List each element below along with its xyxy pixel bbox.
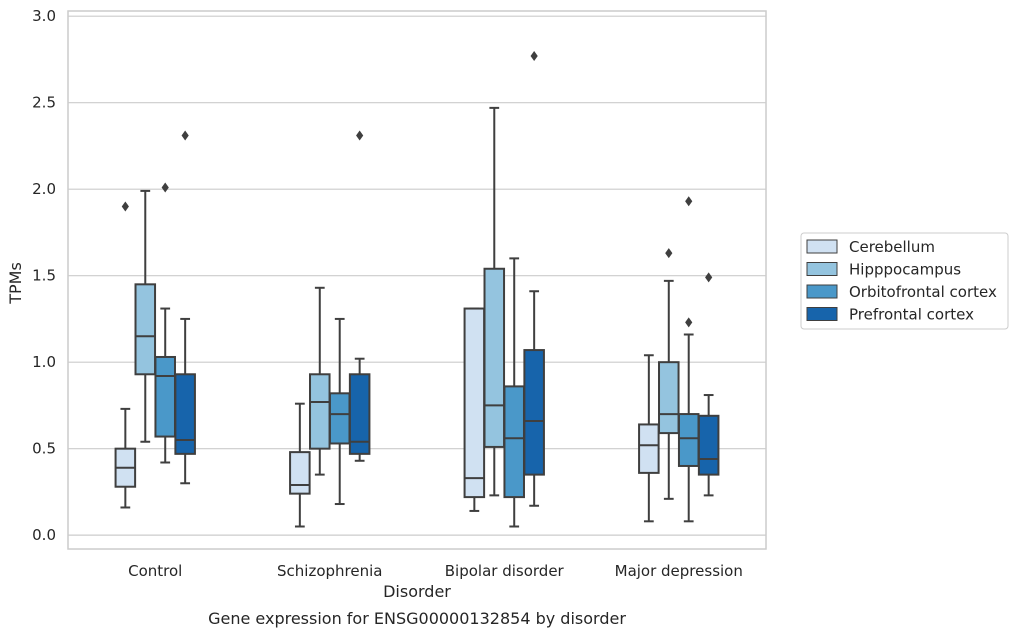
box-hipppocampus [483, 106, 506, 497]
box-cerebellum [638, 354, 660, 523]
outlier-point [530, 50, 538, 61]
chart-caption: Gene expression for ENSG00000132854 by d… [208, 609, 626, 628]
x-tick-label: Bipolar disorder [445, 562, 565, 580]
iqr-box [309, 373, 331, 450]
outlier-point [685, 317, 693, 328]
legend-label: Cerebellum [849, 238, 935, 256]
x-tick-label: Control [128, 562, 182, 580]
y-tick-label: 0.0 [32, 526, 56, 544]
outlier-point [161, 182, 169, 193]
iqr-box [638, 423, 660, 474]
iqr-box [503, 385, 525, 499]
legend-swatch [806, 307, 838, 321]
legend-swatch [806, 239, 838, 254]
iqr-box [463, 307, 486, 499]
box-prefrontal-cortex [523, 50, 545, 507]
outlier-point [685, 196, 693, 207]
box-prefrontal-cortex [697, 272, 720, 497]
legend-swatch [806, 284, 838, 299]
box-cerebellum [114, 201, 137, 509]
y-tick-label: 2.0 [32, 180, 56, 198]
y-tick-label: 1.5 [32, 267, 56, 285]
y-axis-title: TPMs [6, 262, 25, 305]
plot-frame [67, 10, 767, 550]
box-hipppocampus [134, 189, 157, 443]
legend-label: Hipppocampus [849, 261, 961, 279]
iqr-box [174, 373, 196, 455]
legend-label: Prefrontal cortex [849, 306, 974, 324]
box-orbitofrontal-cortex [677, 196, 700, 523]
box-cerebellum [463, 307, 486, 512]
legend-frame [800, 232, 1009, 330]
box-orbitofrontal-cortex [503, 257, 525, 528]
legend-swatch [806, 262, 838, 276]
y-tick-label: 0.5 [32, 440, 56, 458]
grid-layer [68, 15, 766, 536]
box-orbitofrontal-cortex [154, 182, 176, 464]
axis-layer: 0.0 0.5 1.0 1.5 2.0 2.5 3.0 Control Schizophreni… [32, 7, 767, 580]
x-axis-title: Disorder [383, 582, 451, 601]
box-cerebellum [289, 402, 311, 528]
outlier-point [121, 201, 129, 212]
x-tick-label: Schizophrenia [277, 562, 382, 580]
y-tick-label: 3.0 [32, 7, 56, 25]
iqr-box [677, 413, 700, 467]
outlier-point [705, 272, 713, 283]
box-hipppocampus [658, 248, 680, 500]
boxes-layer [114, 50, 720, 528]
y-tick-label: 2.5 [32, 94, 56, 112]
legend-label: Orbitofrontal cortex [849, 283, 997, 301]
iqr-box [483, 267, 506, 448]
iqr-box [134, 283, 157, 376]
legend: Cerebellum Hipppocampus Orbitofrontal cort… [800, 232, 1009, 330]
box-hipppocampus [309, 286, 331, 476]
iqr-box [154, 355, 176, 438]
outlier-point [356, 130, 364, 141]
iqr-box [328, 392, 351, 445]
iqr-box [348, 373, 371, 455]
y-tick-label: 1.0 [32, 353, 56, 371]
outlier-point [181, 130, 189, 141]
x-tick-label: Major depression [615, 562, 743, 580]
iqr-box [658, 361, 680, 435]
box-prefrontal-cortex [174, 130, 196, 485]
box-orbitofrontal-cortex [328, 317, 351, 506]
iqr-box [523, 349, 545, 476]
iqr-box [697, 414, 720, 476]
box-prefrontal-cortex [348, 130, 371, 462]
outlier-point [665, 248, 673, 259]
iqr-box [289, 451, 311, 495]
